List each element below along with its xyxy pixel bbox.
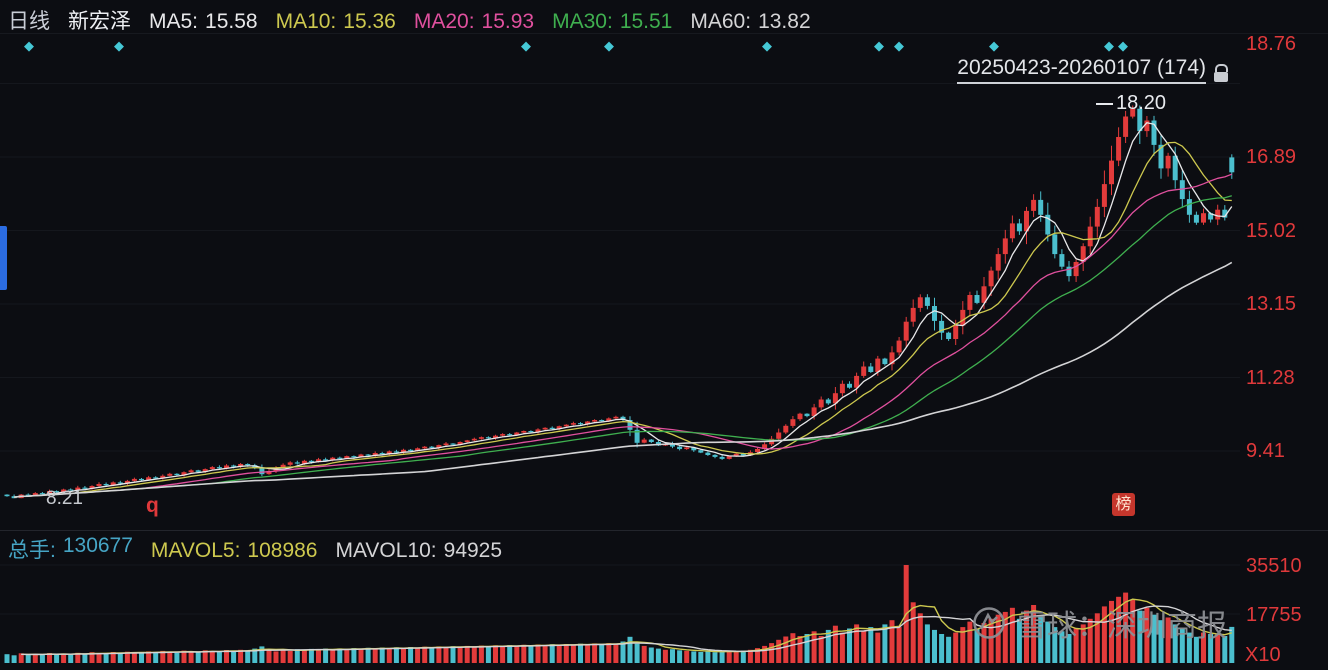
- stock-name[interactable]: 新宏泽: [68, 10, 131, 33]
- q-marker: q: [146, 494, 159, 517]
- period-label[interactable]: 日线: [8, 10, 50, 33]
- ma20-indicator: MA20: 15.93: [414, 10, 534, 34]
- peak-price-annotation: 18.20: [1096, 92, 1166, 115]
- watermark: 雪球：深圳商报: [971, 601, 1227, 645]
- ma30-value: 15.51: [619, 10, 673, 33]
- ma5-indicator: MA5: 15.58: [149, 10, 258, 34]
- mavol-lines-layer: [21, 598, 1232, 656]
- ma30-indicator: MA30: 15.51: [552, 10, 672, 34]
- ma5-value: 15.58: [205, 10, 258, 33]
- event-diamond-icon[interactable]: ◆: [604, 38, 614, 53]
- ma20-label: MA20:: [413, 10, 475, 33]
- rank-badge[interactable]: 榜: [1112, 493, 1135, 516]
- mavol5-label: MAVOL5:: [150, 539, 241, 562]
- lock-shackle: [1214, 64, 1228, 72]
- event-diamond-icon[interactable]: ◆: [894, 38, 904, 53]
- mavol5-indicator: MAVOL5: 108986: [151, 539, 318, 563]
- event-diamond-icon[interactable]: ◆: [874, 38, 884, 53]
- event-diamond-icon[interactable]: ◆: [762, 38, 772, 53]
- date-range-selector[interactable]: 20250423-20260107 (174): [957, 56, 1228, 84]
- event-diamond-icon[interactable]: ◆: [521, 38, 531, 53]
- peak-price-value: 18.20: [1116, 92, 1167, 114]
- ma20-value: 15.93: [481, 10, 535, 33]
- ma60-value: 13.82: [758, 10, 811, 33]
- panel-divider: [0, 530, 1328, 531]
- volume-indicator-bar: 总手: 130677 MAVOL5: 108986 MAVOL10: 94925: [8, 534, 502, 564]
- ma5-label: MA5:: [149, 10, 199, 33]
- price-axis-label: 15.02: [1246, 220, 1297, 242]
- ma-lines-layer: [13, 122, 1233, 498]
- watermark-text: 雪球：深圳商报: [1017, 610, 1227, 643]
- gridlines-layer: [0, 83, 1240, 615]
- lock-icon[interactable]: [1214, 64, 1228, 82]
- price-axis-label: 18.76: [1246, 33, 1297, 55]
- date-range-label[interactable]: 20250423-20260107 (174): [957, 56, 1206, 84]
- low-price-annotation: 8.21: [46, 488, 83, 509]
- event-diamond-icon[interactable]: ◆: [114, 38, 124, 53]
- event-diamond-icon[interactable]: ◆: [24, 38, 34, 53]
- xueqiu-logo-icon: [973, 607, 1005, 639]
- ma10-label: MA10:: [275, 10, 337, 33]
- ma30-label: MA30:: [552, 10, 613, 33]
- mavol10-label: MAVOL10:: [335, 539, 437, 562]
- ma60-label: MA60:: [690, 10, 752, 33]
- price-axis-label: 16.89: [1246, 146, 1297, 168]
- mavol5-value: 108986: [247, 539, 318, 562]
- event-diamond-icon[interactable]: ◆: [1118, 38, 1128, 53]
- ma60-indicator: MA60: 13.82: [690, 10, 810, 34]
- peak-pointer-line: [1096, 102, 1113, 105]
- total-volume-label: 总手:: [8, 539, 56, 562]
- candles-layer: [4, 105, 1235, 499]
- price-indicator-bar: 日线 新宏泽 MA5: 15.58 MA10: 15.36 MA20: 15.9…: [8, 5, 811, 35]
- lock-body: [1214, 72, 1228, 82]
- mavol10-value: 94925: [443, 539, 503, 562]
- mavol10-indicator: MAVOL10: 94925: [335, 539, 502, 563]
- price-axis-label: 13.15: [1246, 293, 1297, 315]
- price-axis-label: 11.28: [1246, 367, 1295, 389]
- ma10-value: 15.36: [343, 10, 396, 33]
- price-axis-label: 9.41: [1246, 440, 1285, 462]
- volume-axis-label: 35510: [1246, 555, 1302, 577]
- total-volume-value: 130677: [62, 534, 133, 557]
- event-diamond-icon[interactable]: ◆: [989, 38, 999, 53]
- event-diamond-icon[interactable]: ◆: [1104, 38, 1114, 53]
- header-divider: [0, 33, 1328, 34]
- total-volume-indicator: 总手: 130677: [8, 534, 133, 564]
- volume-axis-unit: X10: [1245, 644, 1281, 666]
- left-scroll-indicator[interactable]: [0, 226, 7, 290]
- volume-axis-label: 17755: [1246, 604, 1302, 626]
- ma10-indicator: MA10: 15.36: [276, 10, 396, 34]
